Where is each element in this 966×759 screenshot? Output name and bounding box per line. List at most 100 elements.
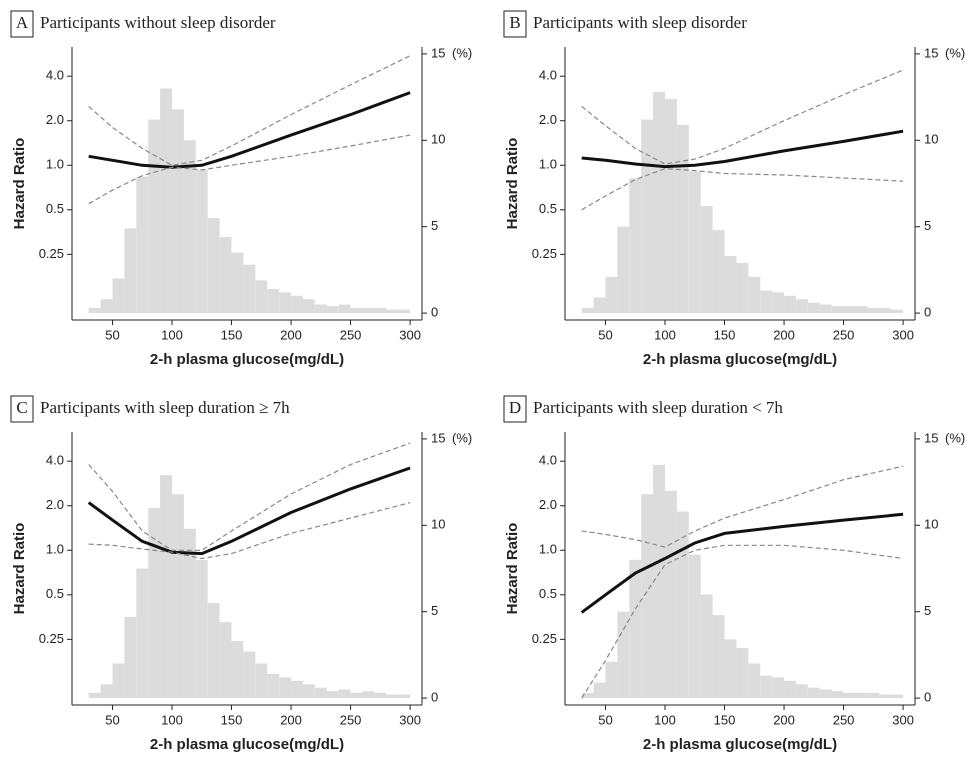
histogram-bar bbox=[219, 237, 232, 314]
histogram-bar bbox=[736, 647, 749, 699]
histogram-bar bbox=[124, 228, 137, 314]
histogram-bar bbox=[879, 307, 892, 314]
y2-tick-label: 5 bbox=[924, 218, 931, 233]
histogram-bar bbox=[207, 218, 220, 314]
y2-tick-label: 0 bbox=[924, 305, 931, 320]
histogram-bar bbox=[374, 692, 387, 699]
histogram-bar bbox=[267, 673, 280, 699]
x-tick-label: 150 bbox=[714, 327, 736, 342]
histogram-bar bbox=[362, 307, 375, 314]
histogram-bar bbox=[676, 511, 689, 699]
panel-label-box bbox=[10, 10, 34, 38]
histogram-bar bbox=[867, 692, 880, 699]
curve bbox=[581, 465, 904, 548]
y2-tick-label: 0 bbox=[431, 305, 438, 320]
panel-label: A bbox=[16, 13, 29, 32]
panel-label-box bbox=[503, 395, 527, 423]
histogram-bar bbox=[712, 615, 725, 699]
y2-tick-label: 15 bbox=[924, 430, 938, 445]
histogram-bar bbox=[760, 675, 773, 699]
y-tick-label: 0.25 bbox=[39, 631, 64, 646]
x-tick-label: 100 bbox=[161, 327, 183, 342]
histogram-bar bbox=[593, 297, 606, 314]
y2-tick-label: 5 bbox=[924, 603, 931, 618]
histogram-bar bbox=[843, 306, 856, 314]
histogram-bar bbox=[772, 292, 785, 314]
histogram-bar bbox=[855, 306, 868, 314]
histogram-bar bbox=[136, 568, 149, 699]
histogram-bar bbox=[807, 302, 820, 314]
panel-label: B bbox=[509, 13, 520, 32]
y-axis-label: Hazard Ratio bbox=[11, 523, 28, 615]
histogram-bar bbox=[302, 299, 315, 314]
curve bbox=[88, 91, 411, 169]
y-tick-label: 2.0 bbox=[539, 112, 557, 127]
histogram-bar bbox=[279, 292, 292, 314]
x-tick-label: 100 bbox=[654, 327, 676, 342]
histogram-bar bbox=[243, 264, 256, 314]
x-tick-label: 50 bbox=[598, 327, 612, 342]
y2-tick-label: 15 bbox=[431, 45, 445, 60]
histogram-bar bbox=[172, 109, 184, 314]
y2-tick-label: 5 bbox=[431, 218, 438, 233]
histogram-bar bbox=[314, 304, 327, 314]
histogram-bar bbox=[374, 307, 387, 314]
histogram-bar bbox=[255, 280, 268, 314]
histogram-bar bbox=[629, 178, 642, 314]
histogram-bar bbox=[665, 98, 677, 314]
histogram-bar bbox=[136, 176, 149, 314]
panel: D Participants with sleep duration < 7h50… bbox=[503, 395, 965, 753]
y-tick-label: 2.0 bbox=[539, 497, 557, 512]
histogram-bar bbox=[231, 252, 244, 314]
histogram-bar bbox=[112, 663, 125, 699]
x-tick-label: 200 bbox=[280, 327, 302, 342]
y2-tick-label: 5 bbox=[431, 603, 438, 618]
y-tick-label: 0.25 bbox=[39, 246, 64, 261]
histogram-bar bbox=[617, 226, 630, 314]
histogram-bar bbox=[338, 304, 351, 314]
x-tick-label: 200 bbox=[773, 712, 795, 727]
x-tick-label: 50 bbox=[105, 712, 119, 727]
curve bbox=[87, 466, 411, 556]
histogram-bar bbox=[605, 661, 618, 699]
histogram-bar bbox=[255, 663, 268, 699]
histogram-bar bbox=[855, 692, 868, 699]
histogram-bar bbox=[279, 677, 292, 699]
x-axis-label: 2-h plasma glucose(mg/dL) bbox=[150, 351, 344, 368]
histogram-bar bbox=[207, 603, 220, 699]
y-tick-label: 1.0 bbox=[539, 157, 557, 172]
x-tick-label: 300 bbox=[892, 712, 914, 727]
histogram-bar bbox=[605, 276, 618, 314]
histogram-bar bbox=[795, 299, 808, 314]
histogram-bar bbox=[831, 691, 844, 699]
curve bbox=[581, 544, 904, 699]
x-tick-label: 250 bbox=[340, 712, 362, 727]
histogram-bar bbox=[784, 680, 796, 699]
histogram-bar bbox=[891, 694, 904, 699]
panel: C Participants with sleep duration ≥ 7h50… bbox=[10, 395, 472, 753]
curve bbox=[580, 512, 904, 614]
y-tick-label: 1.0 bbox=[539, 542, 557, 557]
histogram-bar bbox=[326, 691, 339, 699]
histogram-bar bbox=[772, 677, 785, 699]
histogram-bar bbox=[665, 490, 677, 699]
x-tick-label: 200 bbox=[773, 327, 795, 342]
histogram-bar bbox=[641, 494, 654, 699]
y-tick-label: 0.5 bbox=[46, 586, 64, 601]
y2-tick-label: 10 bbox=[431, 132, 445, 147]
histogram-bar bbox=[398, 309, 411, 314]
histogram-bar bbox=[879, 694, 892, 699]
y2-tick-label: 10 bbox=[431, 517, 445, 532]
y2-tick-label: 0 bbox=[431, 690, 438, 705]
y-tick-label: 4.0 bbox=[46, 453, 64, 468]
panel-title: Participants without sleep disorder bbox=[40, 13, 276, 32]
x-tick-label: 300 bbox=[399, 712, 421, 727]
histogram-bar bbox=[112, 278, 125, 314]
x-tick-label: 150 bbox=[221, 712, 243, 727]
histogram-bar bbox=[172, 494, 184, 699]
y2-tick-label: 15 bbox=[924, 45, 938, 60]
histogram-bar bbox=[100, 684, 113, 699]
histogram-bar bbox=[676, 124, 689, 314]
y2-axis-label: (%) bbox=[945, 430, 965, 445]
